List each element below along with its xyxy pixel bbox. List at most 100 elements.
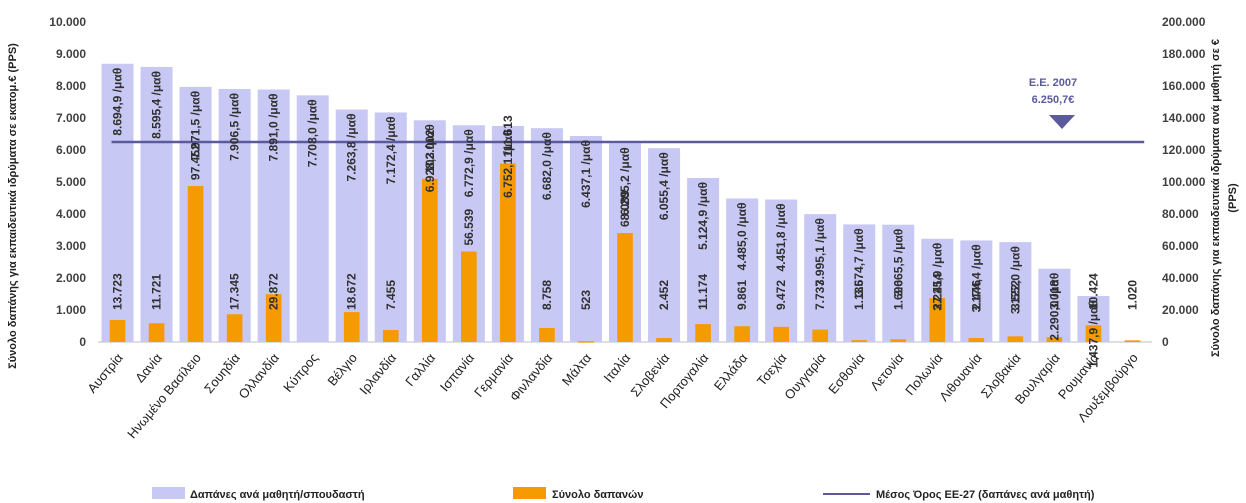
y-axis-left-label: Σύνολο δαπάνης για εκπαιδευτικά ιδρύματα… [7,43,19,369]
y-axis-right-title: Σύνολο δαπάνης για εκπαιδευτικά ιδρύματα… [1210,39,1239,357]
legend-swatch-total [513,487,546,499]
label-total: 29.872 [267,273,281,310]
y-left-tick-label: 5.000 [56,175,86,189]
category-label: Τσεχία [754,350,790,389]
label-per-student: 3.225,9 /μαθ [930,243,944,311]
label-per-student: 3.174,4 /μαθ [969,244,983,312]
bar-total [539,327,555,342]
bar-per-student [569,136,602,342]
bar-total [890,339,907,342]
bar-total [812,329,828,342]
bar-total [617,233,633,342]
y-right-tick-label: 60.000 [1162,239,1199,253]
label-total: 2.452 [657,280,671,310]
y-right-tick-label: 40.000 [1162,271,1199,285]
bar-per-student [1038,268,1071,342]
label-per-student: 3.122,0 /μαθ [1008,246,1022,314]
bar-total [500,163,516,342]
label-total: 523 [579,290,593,310]
label-per-student: 6.055,4 /μαθ [657,152,671,220]
label-per-student: 3.995,1 /μαθ [813,218,827,286]
y-left-tick-label: 9.000 [56,47,86,61]
bar-total [461,251,477,342]
label-total: 13.723 [111,273,125,310]
bar-total [382,330,399,342]
y-left-tick-label: 7.000 [56,111,86,125]
y-axis-right-label-2: (PPS) [1227,183,1239,213]
bar-per-student [765,199,798,342]
category-label: Ηνωμένο Βασίλειο [124,350,204,441]
bar-total [968,338,985,342]
category-label: Λιθουανία [936,350,985,404]
bar-total [851,340,868,342]
bar-per-student [101,63,134,343]
label-per-student: 3.665,5 /μαθ [891,229,905,297]
label-total: 111.613 [501,115,515,157]
label-total: 10.424 [1086,273,1100,310]
y-right-tick-label: 100.000 [1162,175,1206,189]
category-label: Μάλτα [559,350,595,389]
label-total: 1.020 [1125,280,1139,310]
label-total: 27.414 [930,273,944,310]
label-per-student: 3.674,7 /μαθ [852,228,866,296]
eu-average-annotation: Ε.Ε. 2007 6.250,7€ [1029,77,1077,106]
tick-labels: 0 1.000 2.000 3.000 4.000 5.000 6.000 7.000 8.00… [49,15,1205,349]
bar-total [1007,336,1024,342]
category-label: Λετονία [867,350,907,393]
label-total: 56.539 [462,209,476,246]
bar-total [422,178,438,342]
label-per-student: 7.172,4 /μαθ [384,116,398,184]
eu-average-line-group [111,115,1145,144]
y-left-tick-label: 4.000 [56,207,86,221]
bar-total [734,326,750,342]
label-per-student: 5.124,9 /μαθ [696,182,710,250]
bar-total [109,320,126,342]
bar-per-student [530,128,563,342]
bar-per-student [804,214,837,342]
bar-total [1124,340,1141,342]
label-total: 2.446 [969,280,983,310]
label-total: 8.758 [540,280,554,310]
label-per-student: 7.891,0 /μαθ [267,93,281,161]
label-per-student: 6.928,3 /μαθ [423,124,437,192]
label-total: 7.455 [384,280,398,310]
bar-per-student [218,88,251,342]
bar-total [578,341,594,343]
label-total: 11.174 [696,274,710,310]
bar-per-student [296,95,329,343]
bar-total [265,294,282,342]
bar-per-student [843,224,876,342]
bar-total [773,326,789,342]
category-label: Ουγγαρία [781,350,828,403]
bar-per-student [140,66,173,342]
eu-average-marker [1049,115,1075,129]
y-right-tick-label: 0 [1162,335,1169,349]
category-label: Ισπανία [437,350,478,394]
bar-total [929,298,946,342]
label-total: 9.472 [774,280,788,310]
label-total: 68.089 [618,190,632,227]
bar-total [1046,337,1063,342]
label-total: 97.452 [189,143,203,180]
label-per-student: 7.906,5 /μαθ [228,93,242,161]
bar-total [343,312,360,342]
label-total: 18.672 [345,273,359,310]
y-left-tick-label: 3.000 [56,239,86,253]
y-axis-left-title: Σύνολο δαπάνης για εκπαιδευτικά ιδρύματα… [7,43,19,369]
y-left-tick-label: 1.000 [56,303,86,317]
bar-per-student [960,240,993,342]
y-right-tick-label: 20.000 [1162,303,1199,317]
category-label: Ελλάδα [711,350,751,394]
y-left-tick-label: 10.000 [49,15,86,29]
y-right-tick-label: 120.000 [1162,143,1206,157]
bar-total [656,338,672,342]
bar-per-student [726,198,759,342]
label-per-student: 4.451,8 /μαθ [774,204,788,272]
y-left-tick-label: 6.000 [56,143,86,157]
label-per-student: 6.437,1 /μαθ [579,140,593,208]
category-label: Εσθονία [825,350,868,397]
label-per-student: 7.971,5 /μαθ [189,91,203,159]
annotation-line1: Ε.Ε. 2007 [1029,77,1077,89]
